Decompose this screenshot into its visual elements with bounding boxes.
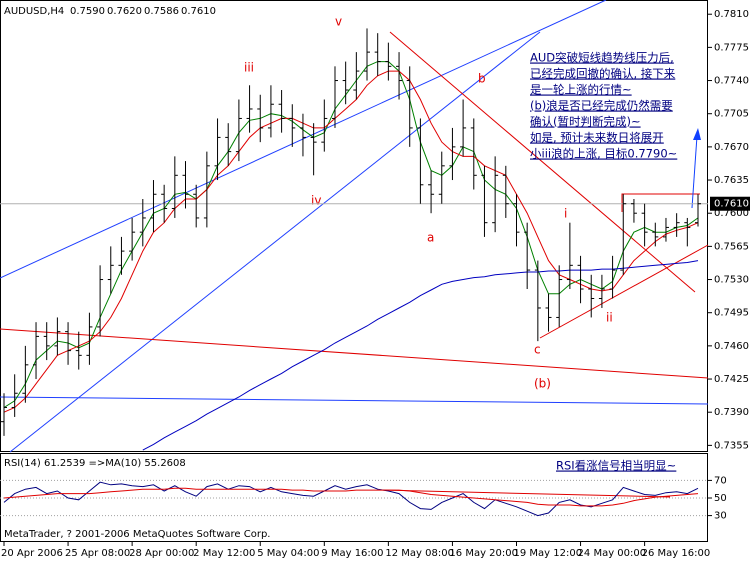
wave-label: ii [606, 311, 613, 325]
ohlc-label: 0.7620 [107, 6, 142, 17]
x-tick-label: 5 May 04:00 [257, 548, 319, 559]
x-tick-label: 25 Apr 08:00 [65, 548, 130, 559]
note-line: 小iii浪的上涨, 目标0.7790~ [530, 147, 677, 161]
channel-line [9, 31, 541, 453]
x-tick-label: 24 May 00:00 [578, 548, 647, 559]
rsi-title: RSI(14) 61.2539 =>MA(10) 55.2608 [4, 458, 186, 469]
last-price-box [710, 196, 750, 211]
arrow-head [693, 128, 701, 140]
y-tick-label: 50 [714, 493, 727, 504]
y-tick-label: 0.7425 [714, 374, 749, 385]
ohlc-label: 0.7586 [144, 6, 179, 17]
horizontal-line [0, 396, 709, 405]
x-tick-label: 16 May 20:00 [449, 548, 518, 559]
y-tick-label: 0.7775 [714, 42, 749, 53]
y-tick-label: 0.7635 [714, 175, 749, 186]
moving-average [3, 70, 699, 413]
price-pane [0, 0, 708, 452]
rsi-note: RSI看涨信号相当明显~ [556, 459, 676, 473]
moving-average [3, 61, 699, 408]
wave-label: c [534, 343, 541, 357]
y-tick-label: 70 [714, 475, 727, 486]
rsi-trend-line [379, 489, 671, 498]
moving-average [142, 260, 699, 451]
trend-line [539, 244, 709, 339]
wave-label: b [478, 72, 486, 86]
y-tick-label: 0.7740 [714, 76, 749, 87]
x-tick-label: 20 Apr 2006 [1, 548, 63, 559]
note-line: 是一轮上涨的行情~ [530, 83, 632, 97]
note-line: 确认(暂时判断完成)~ [530, 115, 641, 129]
box-line [621, 193, 700, 212]
note-line: AUD突破短线趋势线压力后, [530, 51, 674, 65]
ohlc-label: 0.7590 [70, 6, 105, 17]
last-price-label: 0.7610 [714, 199, 749, 210]
y-tick-label: 0.7705 [714, 109, 749, 120]
symbol: AUDUSD,H4 [4, 6, 64, 17]
y-tick-label: 0.7810 [714, 9, 749, 20]
ohlc-label: 0.7610 [181, 6, 216, 17]
note-line: (b)浪是否已经完成仍然需要 [530, 99, 673, 113]
note-line: 如是, 预计未来数日将展开 [530, 131, 664, 145]
y-tick-label: 0.7390 [714, 407, 749, 418]
wave-label: i [564, 207, 567, 221]
y-tick-label: 0.7565 [714, 241, 749, 252]
trend-line [389, 31, 696, 293]
x-tick-label: 2 May 12:00 [193, 548, 255, 559]
x-tick-label: 9 May 16:00 [321, 548, 383, 559]
trend-line [0, 328, 709, 379]
y-tick-label: 0.7670 [714, 142, 749, 153]
wave-label: a [427, 231, 434, 245]
footer: MetaTrader, ? 2001-2006 MetaQuotes Softw… [4, 529, 270, 540]
note-line: 已经完成回撤的确认, 接下来 [530, 67, 676, 81]
wave-label: iv [311, 194, 321, 208]
y-tick-label: 0.7495 [714, 308, 749, 319]
x-tick-label: 19 May 12:00 [513, 548, 582, 559]
rsi-line [3, 487, 699, 507]
x-tick-label: 28 Apr 00:00 [129, 548, 194, 559]
wave-label: v [335, 15, 342, 29]
y-tick-label: 0.7460 [714, 341, 749, 352]
rsi-line [3, 481, 699, 517]
y-tick-label: 0.7600 [714, 208, 749, 219]
arrow [691, 135, 698, 209]
y-tick-label: 0.7355 [714, 440, 749, 451]
wave-label: (b) [534, 377, 551, 391]
y-tick-label: 0.7530 [714, 275, 749, 286]
wave-label: iii [244, 61, 254, 75]
x-tick-label: 26 May 16:00 [642, 548, 711, 559]
y-tick-label: 30 [714, 511, 727, 522]
x-tick-label: 12 May 08:00 [385, 548, 454, 559]
